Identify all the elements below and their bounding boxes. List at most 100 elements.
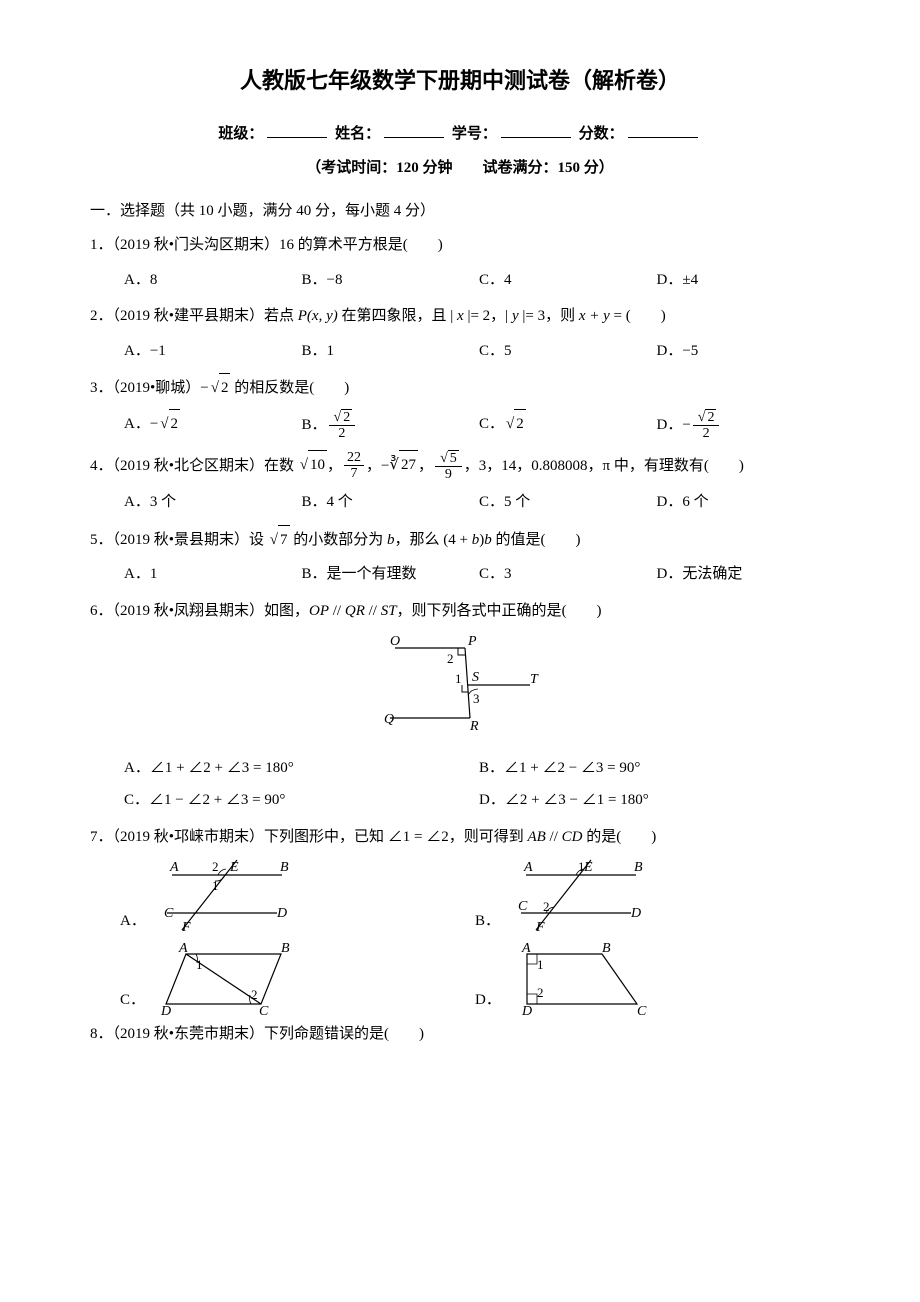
svg-text:D: D [160, 1004, 171, 1019]
q1-optB: B．−8 [298, 264, 476, 297]
question-2: 2．（2019 秋•建平县期末）若点 P(x, y) 在第四象限，且 | x |… [90, 302, 830, 367]
q5-optC: C．3 [475, 558, 653, 591]
q2-optD: D．−5 [653, 335, 831, 368]
paren: ( ) [541, 532, 581, 548]
svg-text:B: B [281, 941, 290, 956]
paren: ( ) [704, 457, 744, 473]
paren: ( ) [403, 237, 443, 253]
class-blank [267, 122, 327, 138]
q2-optB: B．1 [298, 335, 476, 368]
q3-optC: C．2 [475, 407, 653, 444]
svg-text:1: 1 [212, 878, 219, 893]
q3-optB: B．22 [298, 407, 476, 444]
svg-text:1: 1 [196, 957, 203, 972]
q7-pre: 7．（2019 秋•邛崃市期末）下列图形中，已知 ∠1 = ∠2，则可得到 [90, 829, 527, 845]
q6-optA: A．∠1 + ∠2 + ∠3 = 180° [120, 752, 475, 785]
q6-optB: B．∠1 + ∠2 − ∠3 = 90° [475, 752, 830, 785]
svg-text:D: D [276, 906, 287, 921]
q6-optD: D．∠2 + ∠3 − ∠1 = 180° [475, 784, 830, 817]
q8-stem: 8．（2019 秋•东莞市期末）下列命题错误的是 [90, 1026, 384, 1042]
q5-end: 的值是 [492, 532, 541, 548]
q3-post: 的相反数是 [230, 380, 309, 396]
svg-text:D: D [630, 906, 641, 921]
q5-mid: 的小数部分为 [290, 532, 388, 548]
q3-optA: A．−2 [120, 407, 298, 444]
section-1-heading: 一．选择题（共 10 小题，满分 40 分，每小题 4 分） [90, 197, 830, 226]
svg-text:A: A [178, 941, 188, 956]
paren: ( ) [384, 1026, 424, 1042]
q2-optA: A．−1 [120, 335, 298, 368]
page-title: 人教版七年级数学下册期中测试卷（解析卷） [90, 60, 830, 102]
paren: ( ) [309, 380, 349, 396]
svg-text:E: E [229, 860, 239, 875]
svg-text:A: A [521, 941, 531, 956]
q2-s3: ， [490, 308, 505, 324]
q2-s2: 在第四象限，且 [338, 308, 451, 324]
q3-optD: D．−22 [653, 407, 831, 444]
paren: ( ) [616, 829, 656, 845]
q5-optB: B．是一个有理数 [298, 558, 476, 591]
student-info-line: 班级： 姓名： 学号： 分数： [90, 120, 830, 149]
svg-text:T: T [530, 672, 539, 687]
q2-s1: 2．（2019 秋•建平县期末）若点 [90, 308, 298, 324]
question-1: 1．（2019 秋•门头沟区期末）16 的算术平方根是( ) A．8 B．−8 … [90, 231, 830, 296]
q7-optC: C． A B C D 1 2 [120, 939, 475, 1014]
svg-text:A: A [169, 860, 179, 875]
svg-text:E: E [583, 860, 593, 875]
id-label: 学号： [452, 126, 497, 142]
q5-pre: 5．（2019 秋•景县期末）设 [90, 532, 268, 548]
svg-text:S: S [472, 670, 479, 685]
svg-text:1: 1 [537, 957, 544, 972]
q3-pre: 3．（2019•聊城） [90, 380, 200, 396]
question-8: 8．（2019 秋•东莞市期末）下列命题错误的是( ) [90, 1020, 830, 1049]
paren: ( ) [626, 308, 666, 324]
name-blank [384, 122, 444, 138]
svg-text:B: B [280, 860, 289, 875]
q4-optC: C．5 个 [475, 486, 653, 519]
svg-text:Q: Q [384, 712, 394, 727]
svg-text:B: B [634, 860, 643, 875]
q1-optD: D．±4 [653, 264, 831, 297]
question-4: 4．（2019 秋•北仑区期末）在数 10，227，−27，59，3，14，0.… [90, 450, 830, 519]
q6-diagram: O P S T Q R 2 1 3 [90, 633, 830, 744]
svg-text:C: C [637, 1004, 647, 1019]
svg-text:R: R [469, 719, 479, 734]
q7-optA: A． A B C D E F 2 1 [120, 855, 475, 935]
svg-text:C: C [164, 906, 174, 921]
q7-post: 的是 [582, 829, 616, 845]
svg-text:A: A [523, 860, 533, 875]
q6-optC: C．∠1 − ∠2 + ∠3 = 90° [120, 784, 475, 817]
q5-post: ，那么 [395, 532, 444, 548]
svg-text:D: D [521, 1004, 532, 1019]
q6-post: ，则下列各式中正确的是 [397, 603, 562, 619]
svg-text:3: 3 [473, 691, 480, 706]
q4-optB: B．4 个 [298, 486, 476, 519]
svg-text:O: O [390, 634, 400, 649]
q5-optA: A．1 [120, 558, 298, 591]
q4-optA: A．3 个 [120, 486, 298, 519]
score-label: 分数： [579, 126, 624, 142]
svg-text:2: 2 [447, 651, 454, 666]
question-7: 7．（2019 秋•邛崃市期末）下列图形中，已知 ∠1 = ∠2，则可得到 AB… [90, 823, 830, 1015]
score-blank [628, 122, 698, 138]
svg-text:2: 2 [212, 859, 219, 874]
svg-text:1: 1 [455, 671, 462, 686]
svg-text:2: 2 [251, 987, 258, 1002]
q2-optC: C．5 [475, 335, 653, 368]
svg-text:F: F [535, 920, 545, 935]
q4-mid: ，3，14，0.808008，π 中，有理数有 [464, 457, 704, 473]
svg-text:P: P [467, 634, 477, 649]
svg-text:C: C [518, 899, 528, 914]
question-3: 3．（2019•聊城）−2 的相反数是( ) A．−2 B．22 C．2 D．−… [90, 373, 830, 443]
svg-text:C: C [259, 1004, 269, 1019]
class-label: 班级： [218, 126, 263, 142]
q4-optD: D．6 个 [653, 486, 831, 519]
q7-optB: B． A B C D E F 1 2 [475, 855, 830, 935]
question-5: 5．（2019 秋•景县期末）设 7 的小数部分为 b，那么 (4 + b)b … [90, 525, 830, 591]
question-6: 6．（2019 秋•凤翔县期末）如图，OP // QR // ST，则下列各式中… [90, 597, 830, 817]
exam-info: （考试时间：120 分钟 试卷满分：150 分） [90, 154, 830, 183]
q2-s4: ，则 [545, 308, 579, 324]
svg-text:1: 1 [578, 859, 585, 874]
q1-stem: 1．（2019 秋•门头沟区期末）16 的算术平方根是 [90, 237, 403, 253]
q6-pre: 6．（2019 秋•凤翔县期末）如图， [90, 603, 309, 619]
